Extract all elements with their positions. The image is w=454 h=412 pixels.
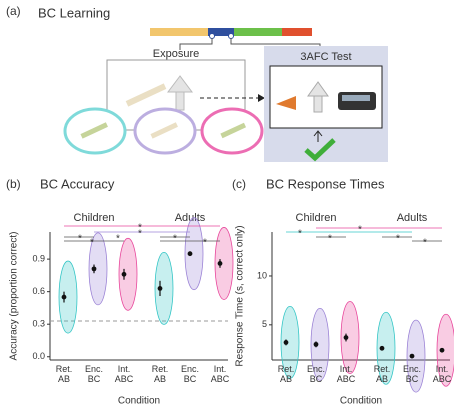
violin-shape	[280, 306, 300, 379]
violin-shape	[88, 232, 108, 306]
significance-star: *	[328, 234, 332, 245]
test-objects	[276, 81, 376, 162]
exposure-label: Exposure	[153, 48, 199, 60]
violin-shape	[340, 301, 360, 374]
arrow-head	[258, 94, 265, 102]
y-tick-label: 0.0	[32, 351, 45, 361]
chart-title: BC Accuracy	[40, 176, 115, 191]
violin-shape	[118, 237, 138, 311]
x-tick-label: Int. ABC	[114, 364, 134, 384]
x-tick-label: Ret. AB	[373, 364, 391, 384]
significance-star: *	[423, 238, 427, 249]
group-label: Adults	[397, 212, 428, 224]
x-tick-label: Enc. BC	[84, 364, 103, 384]
violin-shape	[184, 217, 204, 291]
group-label: Children	[74, 212, 115, 224]
clouds	[63, 107, 264, 155]
y-tick-label: 10	[257, 270, 267, 280]
y-tick-label: 0.6	[32, 286, 45, 296]
mean-point	[157, 286, 163, 291]
violin-shape	[214, 227, 234, 300]
x-tick-label: Enc. BC	[306, 364, 325, 384]
significance-star: *	[396, 234, 400, 245]
y-tick-label: 0.9	[32, 253, 45, 263]
violin-shape	[376, 311, 396, 385]
significance-star: *	[90, 238, 94, 249]
violin-shape	[58, 260, 78, 334]
significance-star: *	[298, 229, 302, 240]
y-axis-label: Accuracy (proportion correct)	[9, 232, 20, 361]
y-axis-label: Response Time (s, correct only)	[235, 225, 246, 366]
x-tick-label: Int. ABC	[336, 364, 356, 384]
x-tick-label: Ret. AB	[277, 364, 295, 384]
violin-shape	[436, 313, 454, 387]
mean-point	[91, 266, 97, 272]
mean-point	[187, 251, 193, 257]
y-tick-label: 5	[262, 319, 267, 329]
mean-point	[217, 261, 223, 266]
mean-point	[439, 347, 445, 353]
x-tick-label: Enc. BC	[402, 364, 421, 384]
mean-point	[313, 341, 319, 347]
violin-shape	[154, 252, 174, 325]
significance-star: *	[116, 234, 120, 245]
timeline-bar	[150, 28, 321, 50]
x-axis-label: Condition	[118, 396, 160, 407]
mean-point	[61, 294, 67, 300]
mean-point	[283, 340, 289, 345]
significance-star: *	[78, 234, 82, 245]
mean-point	[409, 353, 415, 359]
panel-label: (c)	[232, 177, 246, 191]
mean-point	[379, 345, 385, 351]
group-label: Children	[296, 212, 337, 224]
exposure-objects	[125, 75, 193, 111]
panel-label: (a)	[6, 4, 21, 18]
significance-star: *	[203, 238, 207, 249]
x-tick-label: Int. ABC	[432, 364, 452, 384]
x-tick-label: Ret. AB	[151, 364, 169, 384]
x-tick-label: Ret. AB	[55, 364, 73, 384]
significance-star: *	[138, 223, 142, 234]
violin-shape	[310, 307, 330, 381]
x-tick-label: Enc. BC	[180, 364, 199, 384]
panel-label: (b)	[6, 177, 21, 191]
x-axis-label: Condition	[340, 396, 382, 407]
violin-shape	[406, 319, 426, 393]
x-tick-label: Int. ABC	[210, 364, 230, 384]
panel-title: BC Learning	[38, 5, 110, 20]
mean-point	[121, 271, 127, 277]
mean-point	[343, 335, 349, 340]
chart-title: BC Response Times	[266, 176, 385, 191]
significance-star: *	[138, 229, 142, 240]
test-label: 3AFC Test	[300, 51, 351, 63]
significance-star: *	[173, 234, 177, 245]
significance-star: *	[358, 225, 362, 236]
y-tick-label: 0.3	[32, 319, 45, 329]
